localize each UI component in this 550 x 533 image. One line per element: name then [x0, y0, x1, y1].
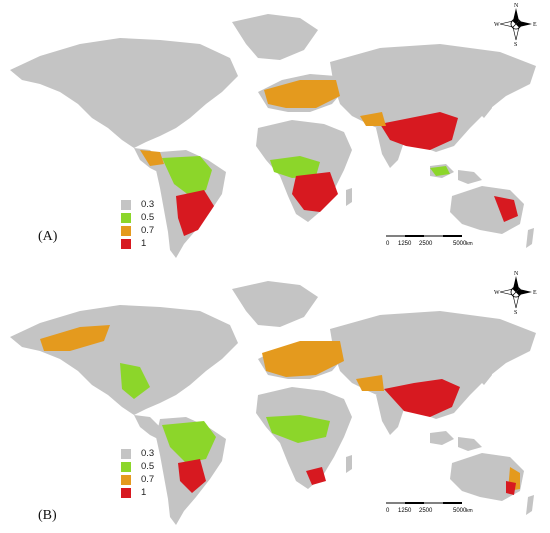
legend-a: 0.3 0.5 0.7 1 [121, 198, 154, 250]
scale-tick: 2500 [419, 241, 433, 247]
legend-item: 0.3 [121, 198, 154, 211]
red-region-australia [494, 196, 518, 222]
orange-region-north-america-west [40, 325, 110, 351]
map-panel-a: 0.3 0.5 0.7 1 (A) 0 1250 2500 5000 km N … [0, 0, 550, 266]
legend-swatch [121, 474, 131, 485]
svg-text:N: N [514, 3, 519, 9]
scale-bar-a: 0 1250 2500 5000 km [386, 235, 473, 247]
scale-tick: 5000 [453, 241, 467, 247]
red-region-asia [384, 379, 460, 417]
legend-label: 0.3 [141, 448, 155, 459]
world-map-a [10, 14, 536, 258]
scale-tick: 1250 [398, 241, 412, 247]
legend-swatch [121, 225, 131, 236]
green-region-amazon [162, 156, 212, 196]
svg-text:S: S [514, 42, 517, 46]
legend-label: 1 [141, 487, 147, 498]
legend-item: 1 [121, 486, 154, 499]
world-map-b [10, 281, 536, 525]
svg-text:E: E [533, 22, 537, 28]
legend-label: 0.5 [141, 461, 155, 472]
scale-unit: km [466, 241, 473, 247]
orange-region-central-america [140, 150, 164, 166]
green-region-amazon [162, 421, 216, 463]
legend-item: 0.5 [121, 211, 154, 224]
green-region-africa [270, 156, 320, 178]
orange-region-middle-east [356, 375, 384, 391]
legend-swatch [121, 461, 131, 472]
orange-region-europe [262, 341, 344, 377]
legend-label: 0.5 [141, 212, 155, 223]
red-region-south-america [178, 459, 206, 493]
scale-tick: 5000 [453, 508, 467, 514]
red-region-south-america [176, 190, 214, 236]
legend-item: 0.7 [121, 224, 154, 237]
compass-rose-icon: N S W E [494, 271, 537, 314]
legend-item: 0.5 [121, 460, 154, 473]
legend-item: 0.7 [121, 473, 154, 486]
legend-swatch [121, 448, 131, 459]
scale-bar-b: 0 1250 2500 5000 km [386, 502, 473, 514]
orange-region-middle-east [360, 112, 386, 126]
legend-swatch [121, 238, 131, 249]
green-region-africa [266, 415, 330, 443]
green-region-indonesia [430, 166, 450, 176]
svg-text:W: W [494, 22, 500, 28]
red-region-africa [292, 172, 338, 212]
legend-item: 0.3 [121, 447, 154, 460]
legend-label: 0.7 [141, 474, 155, 485]
scale-tick: 0 [386, 508, 390, 514]
scale-unit: km [466, 508, 473, 514]
panel-label-a: (A) [38, 229, 58, 244]
svg-text:E: E [533, 290, 537, 296]
orange-region-europe [264, 80, 340, 108]
legend-label: 0.3 [141, 199, 155, 210]
green-region-north-america [120, 363, 150, 399]
svg-text:N: N [514, 271, 519, 277]
red-region-asia [380, 112, 458, 150]
compass-rose-icon: N S W E [494, 3, 537, 46]
map-panel-b: 0.3 0.5 0.7 1 (B) 0 1250 2500 5000 km N … [0, 267, 550, 533]
scale-tick: 0 [386, 241, 390, 247]
scale-tick: 1250 [398, 508, 412, 514]
legend-item: 1 [121, 237, 154, 250]
panel-label-b: (B) [38, 508, 57, 523]
legend-label: 1 [141, 238, 147, 249]
svg-text:S: S [514, 310, 517, 314]
scale-tick: 2500 [419, 508, 433, 514]
legend-swatch [121, 487, 131, 498]
red-region-africa-south [306, 467, 326, 485]
red-region-australia [506, 481, 516, 495]
svg-text:W: W [494, 290, 500, 296]
legend-swatch [121, 199, 131, 210]
legend-label: 0.7 [141, 225, 155, 236]
legend-b: 0.3 0.5 0.7 1 [121, 447, 154, 499]
legend-swatch [121, 212, 131, 223]
